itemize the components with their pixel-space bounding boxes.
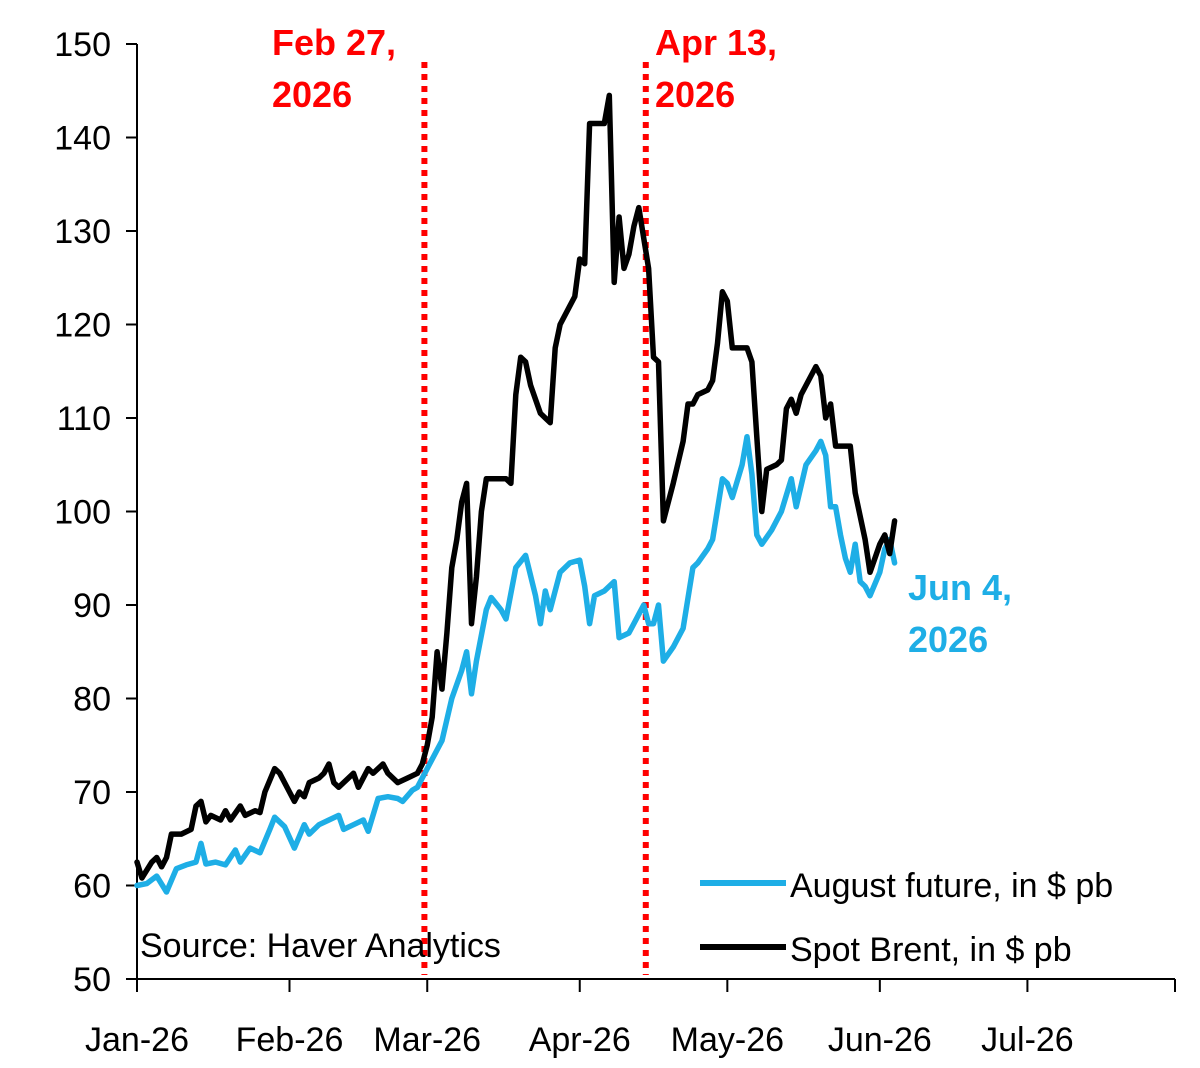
source-note: Source: Haver Analytics [140,927,501,965]
y-tick-label: 90 [73,587,111,625]
y-tick-label: 60 [73,868,111,906]
legend: August future, in $ pb Spot Brent, in $ … [700,867,1113,969]
event-lines [421,62,649,975]
legend-label-spot-brent: Spot Brent, in $ pb [790,931,1072,969]
x-tick-label: Jul-26 [981,1021,1074,1059]
y-axis-ticks: 50 60 70 80 90 100 110 120 130 140 150 [54,26,137,999]
x-tick-label: Jan-26 [85,1021,189,1059]
x-tick-label: Feb-26 [236,1021,344,1059]
end-date-label-line1: Jun 4, [908,567,1012,608]
y-tick-label: 110 [57,400,111,438]
y-tick-label: 120 [54,307,111,345]
x-tick-label: Jun-26 [828,1021,932,1059]
x-tick-label: May-26 [671,1021,784,1059]
series-line-spot-brent [134,92,898,881]
y-tick-label: 130 [54,213,111,251]
y-tick-label: 140 [54,120,111,158]
end-date-label-line2: 2026 [908,619,988,660]
series-lines [134,92,898,895]
series-line-august-future [134,433,898,895]
y-tick-label: 80 [73,681,111,719]
annotations: Feb 27, 2026 Apr 13, 2026 Jun 4, 2026 [272,22,1012,660]
event-label-feb27-line1: Feb 27, [272,22,396,63]
event-label-feb27-line2: 2026 [272,74,352,115]
y-tick-label: 150 [54,26,111,64]
x-tick-label: Apr-26 [529,1021,631,1059]
x-tick-label: Mar-26 [373,1021,481,1059]
event-label-apr13-line1: Apr 13, [655,22,777,63]
y-tick-label: 70 [73,774,111,812]
y-tick-label: 100 [54,494,111,532]
y-tick-label: 50 [73,961,111,999]
x-axis-ticks: Jan-26 Feb-26 Mar-26 Apr-26 May-26 Jun-26 Jul-… [85,979,1176,1059]
event-label-apr13-line2: 2026 [655,74,735,115]
legend-label-august-future: August future, in $ pb [790,867,1113,905]
